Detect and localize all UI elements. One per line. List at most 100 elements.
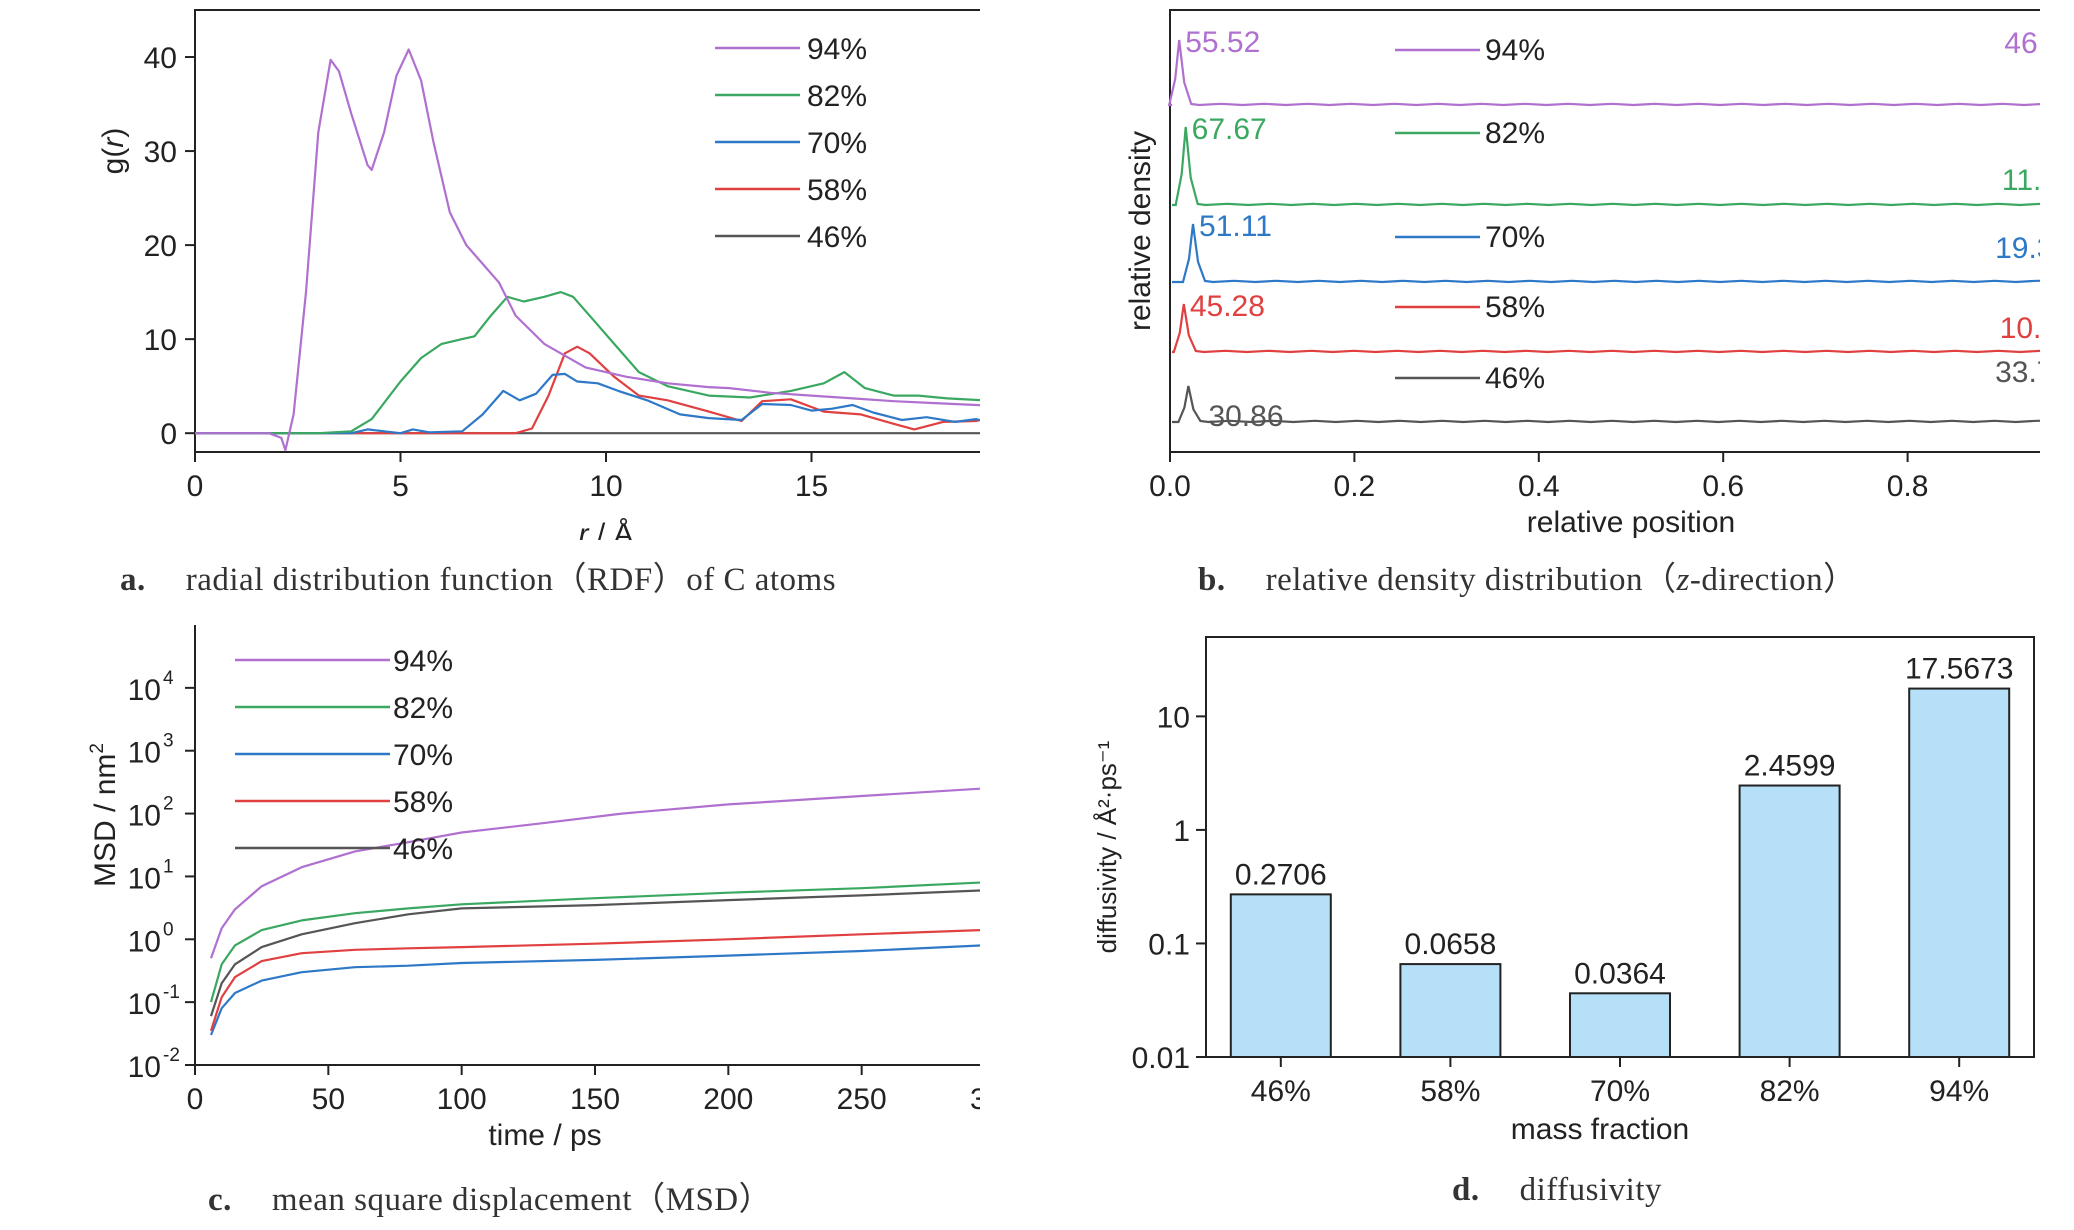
chart-a-xtick-label: 10: [589, 470, 622, 503]
chart-b-right-peak-label: 46.51: [2004, 27, 2040, 60]
chart-b-xtick-label: 0.2: [1334, 470, 1376, 503]
caption-d-letter: d.: [1452, 1172, 1480, 1208]
chart-d-xtick-label: 94%: [1929, 1075, 1989, 1108]
chart-d-bar-82pct: [1738, 784, 1841, 1058]
chart-b-right-peak-label: 11.29: [2002, 164, 2040, 197]
chart-d-bar-value-label: 17.5673: [1905, 653, 2013, 686]
chart-a-ytick-label: 30: [144, 136, 177, 169]
chart-c-msd: 05010015020025030010-210-110010110210310…: [87, 625, 980, 1152]
chart-d-ytick-label: 0.01: [1132, 1042, 1190, 1075]
chart-a-xlabel: r / Å: [578, 518, 633, 540]
chart-b-series-58pct: [1172, 303, 2040, 354]
caption-c: c. mean square displacement（MSD）: [208, 1172, 772, 1220]
caption-c-text: mean square displacement（MSD）: [271, 1182, 773, 1218]
chart-c-xlabel: time / ps: [488, 1119, 601, 1152]
chart-a-legend-label: 46%: [807, 221, 867, 254]
chart-b-ylabel: relative density: [1124, 131, 1157, 331]
chart-a-xtick-label: 15: [795, 470, 828, 503]
chart-b-frame: [1169, 9, 2040, 453]
chart-c-xtick-label: 100: [437, 1083, 487, 1116]
chart-b-right-peak-label: 19.31: [1995, 232, 2040, 265]
chart-a-series-82pct: [195, 291, 980, 435]
chart-d-xtick-label: 70%: [1590, 1075, 1650, 1108]
caption-b-text-italic: z: [1676, 562, 1690, 598]
chart-a-xtick-label: 5: [392, 470, 409, 503]
chart-c-xtick-label: 0: [187, 1083, 204, 1116]
chart-b-density: 0.00.20.40.60.81.0relative positionrelat…: [1124, 9, 2040, 539]
chart-a-legend-label: 82%: [807, 80, 867, 113]
chart-b-xtick-label: 0.0: [1149, 470, 1191, 503]
chart-a-ytick-label: 0: [160, 418, 177, 451]
chart-a-legend-label: 58%: [807, 174, 867, 207]
chart-b-legend-label: 58%: [1485, 291, 1545, 324]
chart-d-ytick-label: 0.1: [1148, 928, 1190, 961]
chart-c-ylabel: MSD / nm2: [87, 743, 122, 887]
caption-c-letter: c.: [208, 1182, 232, 1218]
chart-a-legend-label: 70%: [807, 127, 867, 160]
caption-b-letter: b.: [1198, 562, 1226, 598]
chart-c-ytick-label: 10: [128, 737, 161, 770]
chart-a-series-70pct: [195, 372, 980, 435]
chart-d-xtick-label: 58%: [1420, 1075, 1480, 1108]
chart-c-legend-label: 46%: [393, 833, 453, 866]
chart-b-left-peak-label: 30.86: [1208, 400, 1283, 433]
chart-b-xtick-label: 0.4: [1518, 470, 1560, 503]
chart-c-xtick-label: 50: [312, 1083, 345, 1116]
chart-d-bar-46pct: [1229, 893, 1332, 1059]
caption-a-text: radial distribution function（RDF）of C at…: [185, 562, 837, 598]
chart-b-legend-label: 82%: [1485, 117, 1545, 150]
chart-c-series-46pct: [209, 889, 980, 1017]
chart-c-legend-label: 70%: [393, 739, 453, 772]
chart-a-rdf: 05101520010203040r / Åg(r)94%82%70%58%46…: [97, 9, 980, 540]
caption-b-text-post: -direction）: [1689, 562, 1857, 598]
chart-d-bar-value-label: 0.0364: [1574, 957, 1666, 990]
chart-c-ytick-label: 10: [128, 862, 161, 895]
chart-c-legend-label: 82%: [393, 692, 453, 725]
chart-c-series-70pct: [209, 944, 980, 1036]
chart-a-series-58pct: [195, 345, 980, 435]
chart-b-xlabel: relative position: [1527, 506, 1735, 539]
chart-b-xtick-label: 0.6: [1702, 470, 1744, 503]
chart-b-series-82pct: [1172, 126, 2040, 207]
chart-c-xtick-label: 150: [570, 1083, 620, 1116]
chart-c-ytick-label: 10: [128, 925, 161, 958]
chart-b-xtick-label: 0.8: [1887, 470, 1929, 503]
chart-d-ytick-label: 1: [1173, 815, 1190, 848]
chart-b-left-peak-label: 45.28: [1190, 290, 1265, 323]
chart-a-legend-label: 94%: [807, 33, 867, 66]
chart-d-bar-value-label: 0.0658: [1405, 928, 1497, 961]
chart-c-ytick-exponent: 1: [163, 856, 174, 877]
chart-c-legend-label: 58%: [393, 786, 453, 819]
chart-c-series-58pct: [209, 929, 980, 1032]
chart-d-bar-value-label: 2.4599: [1744, 750, 1836, 783]
chart-c-legend-label: 94%: [393, 645, 453, 678]
chart-c-ytick-exponent: -2: [163, 1045, 180, 1066]
chart-c-ytick-exponent: 0: [163, 919, 174, 940]
chart-d-xlabel: mass fraction: [1511, 1113, 1689, 1146]
chart-b-right-peak-label: 10.22: [2000, 312, 2040, 345]
caption-a-letter: a.: [120, 562, 146, 598]
chart-b-legend-label: 46%: [1485, 362, 1545, 395]
chart-c-ytick-exponent: 3: [163, 731, 174, 752]
chart-a-xtick-label: 0: [187, 470, 204, 503]
chart-c-ytick-exponent: -1: [163, 982, 180, 1003]
chart-d-bar-94pct: [1908, 687, 2011, 1059]
chart-b-left-peak-label: 67.67: [1192, 113, 1267, 146]
chart-d-ytick-label: 10: [1157, 701, 1190, 734]
chart-c-xtick-label: 200: [703, 1083, 753, 1116]
chart-d-bar-value-label: 0.2706: [1235, 858, 1327, 891]
chart-b-series-46pct: [1172, 385, 2040, 424]
chart-b-left-peak-label: 51.11: [1199, 210, 1272, 243]
chart-a-series-46pct: [195, 432, 980, 435]
chart-a-ylabel: g(r): [97, 128, 130, 175]
chart-b-series-70pct: [1172, 223, 2040, 284]
caption-a: a. radial distribution function（RDF）of C …: [120, 552, 836, 600]
chart-a-ytick-label: 20: [144, 230, 177, 263]
caption-b-text-pre: relative density distribution（: [1265, 562, 1677, 598]
chart-a-ytick-label: 10: [144, 324, 177, 357]
chart-b-legend-label: 94%: [1485, 34, 1545, 67]
caption-d: d. diffusivity: [1452, 1172, 1662, 1209]
chart-c-ytick-label: 10: [128, 800, 161, 833]
chart-c-xtick-label: 300: [970, 1083, 980, 1116]
chart-c-ytick-exponent: 4: [163, 668, 174, 689]
